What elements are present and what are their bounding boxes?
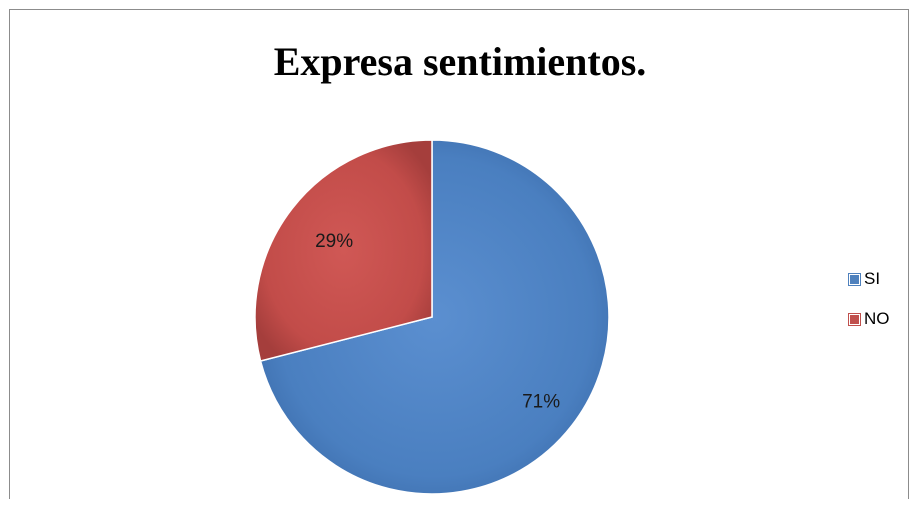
pie-slice-si [259,139,610,495]
data-label-no: 29% [315,231,353,252]
data-label-si: 71% [522,392,560,413]
chart-title: Expresa sentimientos. [273,39,647,84]
pie-slice-no [254,139,433,362]
legend-item-si: SI [848,268,890,290]
legend-label-si: SI [864,269,881,288]
legend-item-no: NO [848,308,890,330]
legend: SI NO [848,268,890,348]
legend-swatch-no [848,312,861,326]
legend-label-no: NO [864,309,890,328]
legend-swatch-si [848,272,861,286]
